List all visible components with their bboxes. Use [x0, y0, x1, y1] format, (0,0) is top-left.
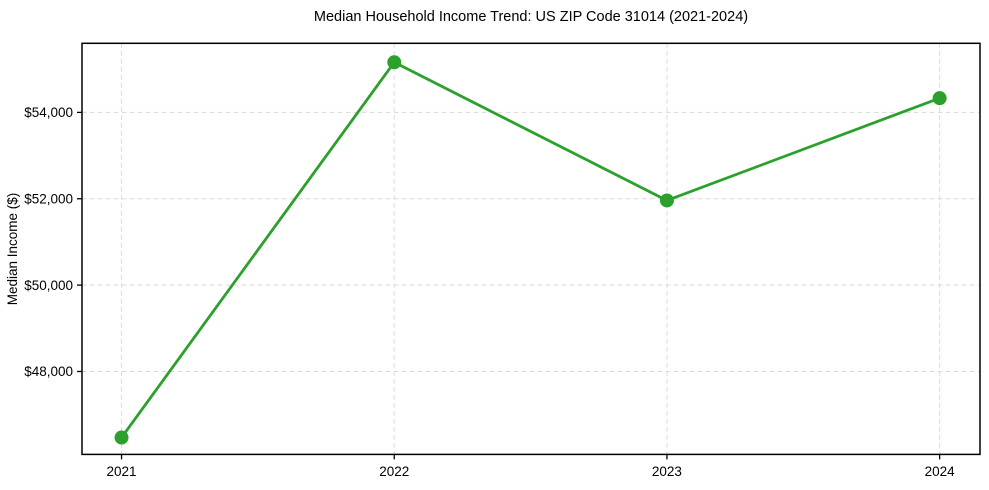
tick-layer: 2021 2022 2023 2024 $48,000 $50,000 $52,000 $54… [24, 105, 955, 479]
chart-title: Median Household Income Trend: US ZIP Co… [314, 9, 748, 25]
data-point [659, 193, 674, 208]
grid-layer [82, 43, 980, 455]
y-axis-label: Median Income ($) [5, 193, 20, 306]
y-tick-label: $54,000 [24, 105, 73, 120]
series-layer [114, 55, 947, 445]
y-tick-label: $48,000 [24, 364, 73, 379]
plot-frame [81, 42, 981, 456]
axes-frame-layer [81, 42, 981, 456]
x-tick-label: 2024 [925, 464, 956, 479]
data-point [114, 430, 129, 445]
y-tick-label: $52,000 [24, 191, 73, 206]
data-point [387, 55, 402, 70]
y-tick-label: $50,000 [24, 278, 73, 293]
x-tick-label: 2022 [379, 464, 409, 479]
x-tick-label: 2023 [652, 464, 682, 479]
x-tick-label: 2021 [107, 464, 137, 479]
trend-line [120, 60, 942, 439]
data-point [932, 91, 947, 106]
